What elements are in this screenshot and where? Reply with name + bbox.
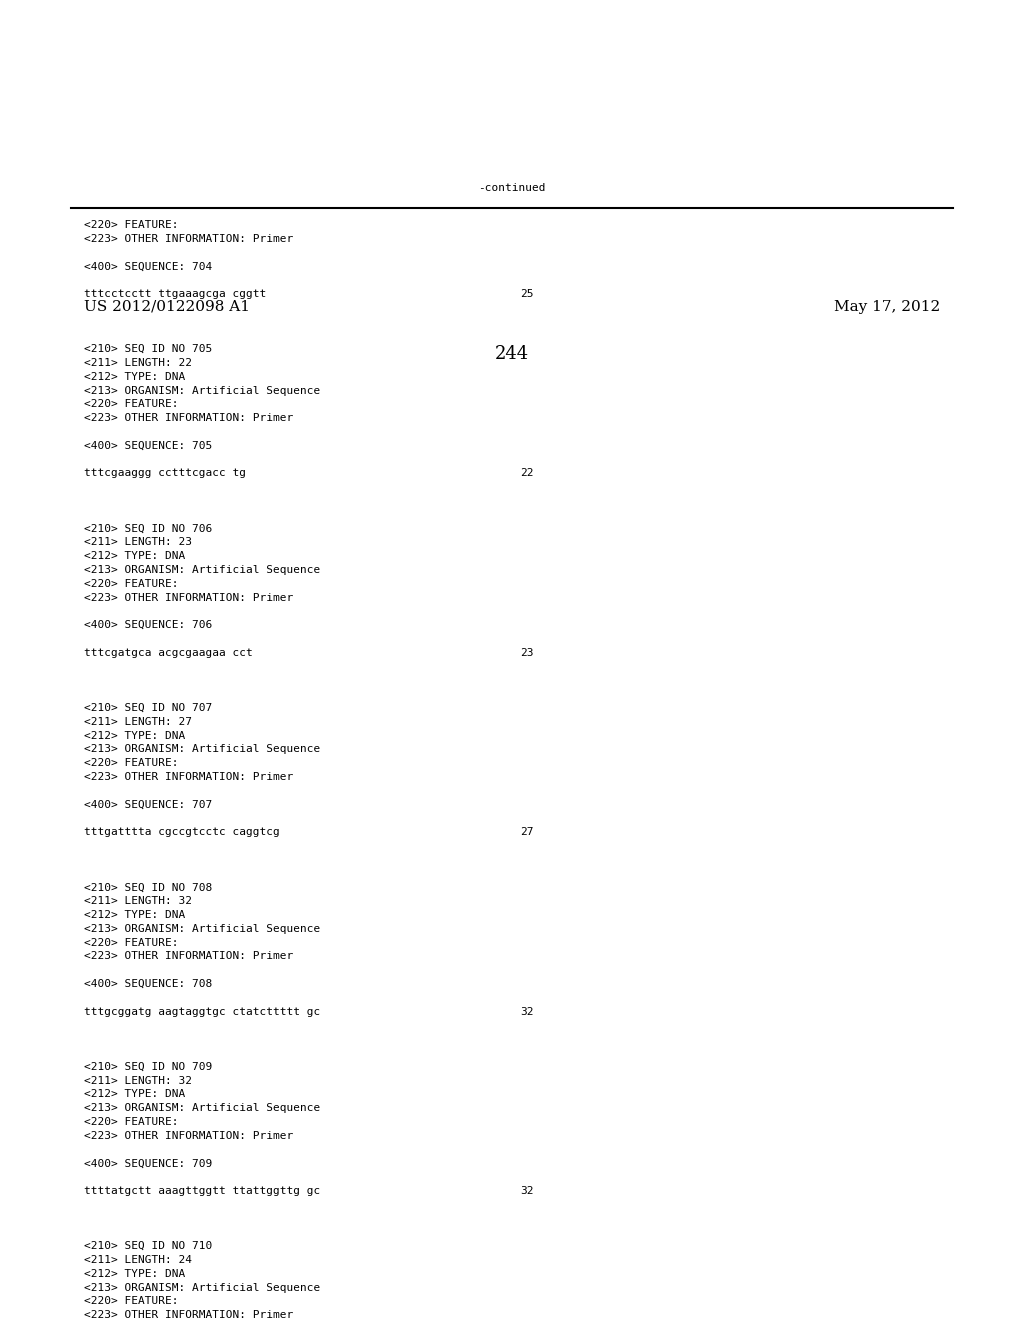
Text: <220> FEATURE:: <220> FEATURE: [84, 400, 178, 409]
Text: <213> ORGANISM: Artificial Sequence: <213> ORGANISM: Artificial Sequence [84, 385, 321, 396]
Text: <213> ORGANISM: Artificial Sequence: <213> ORGANISM: Artificial Sequence [84, 1283, 321, 1292]
Text: <400> SEQUENCE: 705: <400> SEQUENCE: 705 [84, 441, 212, 451]
Text: <400> SEQUENCE: 704: <400> SEQUENCE: 704 [84, 261, 212, 272]
Text: <210> SEQ ID NO 708: <210> SEQ ID NO 708 [84, 882, 212, 892]
Text: ttttatgctt aaagttggtt ttattggttg gc: ttttatgctt aaagttggtt ttattggttg gc [84, 1185, 321, 1196]
Text: <223> OTHER INFORMATION: Primer: <223> OTHER INFORMATION: Primer [84, 593, 293, 603]
Text: 23: 23 [520, 648, 534, 657]
Text: <220> FEATURE:: <220> FEATURE: [84, 1117, 178, 1127]
Text: <211> LENGTH: 22: <211> LENGTH: 22 [84, 358, 191, 368]
Text: <223> OTHER INFORMATION: Primer: <223> OTHER INFORMATION: Primer [84, 234, 293, 244]
Text: <210> SEQ ID NO 705: <210> SEQ ID NO 705 [84, 345, 212, 354]
Text: <211> LENGTH: 24: <211> LENGTH: 24 [84, 1255, 191, 1265]
Text: 32: 32 [520, 1185, 534, 1196]
Text: <400> SEQUENCE: 709: <400> SEQUENCE: 709 [84, 1159, 212, 1168]
Text: <210> SEQ ID NO 709: <210> SEQ ID NO 709 [84, 1061, 212, 1072]
Text: <211> LENGTH: 32: <211> LENGTH: 32 [84, 1076, 191, 1085]
Text: <212> TYPE: DNA: <212> TYPE: DNA [84, 730, 185, 741]
Text: <223> OTHER INFORMATION: Primer: <223> OTHER INFORMATION: Primer [84, 952, 293, 961]
Text: <213> ORGANISM: Artificial Sequence: <213> ORGANISM: Artificial Sequence [84, 924, 321, 933]
Text: May 17, 2012: May 17, 2012 [834, 300, 940, 314]
Text: tttcgatgca acgcgaagaa cct: tttcgatgca acgcgaagaa cct [84, 648, 253, 657]
Text: 244: 244 [495, 345, 529, 363]
Text: <223> OTHER INFORMATION: Primer: <223> OTHER INFORMATION: Primer [84, 772, 293, 781]
Text: <213> ORGANISM: Artificial Sequence: <213> ORGANISM: Artificial Sequence [84, 1104, 321, 1113]
Text: <212> TYPE: DNA: <212> TYPE: DNA [84, 909, 185, 920]
Text: <210> SEQ ID NO 707: <210> SEQ ID NO 707 [84, 704, 212, 713]
Text: <213> ORGANISM: Artificial Sequence: <213> ORGANISM: Artificial Sequence [84, 744, 321, 755]
Text: tttgcggatg aagtaggtgc ctatcttttt gc: tttgcggatg aagtaggtgc ctatcttttt gc [84, 1007, 321, 1016]
Text: <400> SEQUENCE: 706: <400> SEQUENCE: 706 [84, 620, 212, 630]
Text: <400> SEQUENCE: 707: <400> SEQUENCE: 707 [84, 800, 212, 809]
Text: <213> ORGANISM: Artificial Sequence: <213> ORGANISM: Artificial Sequence [84, 565, 321, 576]
Text: <212> TYPE: DNA: <212> TYPE: DNA [84, 552, 185, 561]
Text: <210> SEQ ID NO 706: <210> SEQ ID NO 706 [84, 524, 212, 533]
Text: <220> FEATURE:: <220> FEATURE: [84, 578, 178, 589]
Text: 22: 22 [520, 469, 534, 478]
Text: -continued: -continued [478, 183, 546, 193]
Text: tttgatttta cgccgtcctc caggtcg: tttgatttta cgccgtcctc caggtcg [84, 828, 280, 837]
Text: tttcgaaggg cctttcgacc tg: tttcgaaggg cctttcgacc tg [84, 469, 246, 478]
Text: <210> SEQ ID NO 710: <210> SEQ ID NO 710 [84, 1241, 212, 1251]
Text: tttcctcctt ttgaaagcga cggtt: tttcctcctt ttgaaagcga cggtt [84, 289, 266, 300]
Text: <400> SEQUENCE: 708: <400> SEQUENCE: 708 [84, 979, 212, 989]
Text: <212> TYPE: DNA: <212> TYPE: DNA [84, 1089, 185, 1100]
Text: <220> FEATURE:: <220> FEATURE: [84, 937, 178, 948]
Text: <220> FEATURE:: <220> FEATURE: [84, 758, 178, 768]
Text: <212> TYPE: DNA: <212> TYPE: DNA [84, 1269, 185, 1279]
Text: 32: 32 [520, 1007, 534, 1016]
Text: US 2012/0122098 A1: US 2012/0122098 A1 [84, 300, 250, 314]
Text: 27: 27 [520, 828, 534, 837]
Text: 25: 25 [520, 289, 534, 300]
Text: <220> FEATURE:: <220> FEATURE: [84, 220, 178, 230]
Text: <223> OTHER INFORMATION: Primer: <223> OTHER INFORMATION: Primer [84, 413, 293, 424]
Text: <223> OTHER INFORMATION: Primer: <223> OTHER INFORMATION: Primer [84, 1131, 293, 1140]
Text: <223> OTHER INFORMATION: Primer: <223> OTHER INFORMATION: Primer [84, 1311, 293, 1320]
Text: <211> LENGTH: 27: <211> LENGTH: 27 [84, 717, 191, 727]
Text: <220> FEATURE:: <220> FEATURE: [84, 1296, 178, 1307]
Text: <211> LENGTH: 23: <211> LENGTH: 23 [84, 537, 191, 548]
Text: <211> LENGTH: 32: <211> LENGTH: 32 [84, 896, 191, 907]
Text: <212> TYPE: DNA: <212> TYPE: DNA [84, 372, 185, 381]
